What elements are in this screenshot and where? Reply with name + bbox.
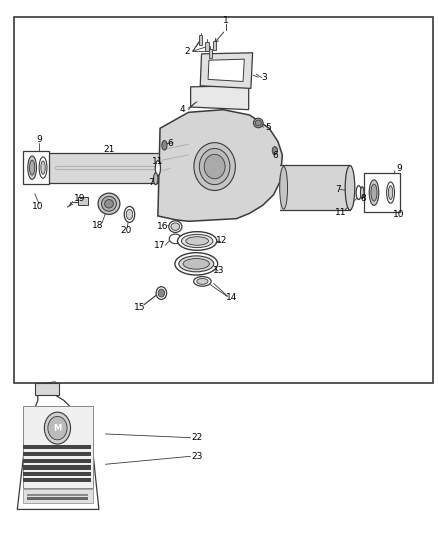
Polygon shape (200, 53, 253, 88)
Text: 8: 8 (360, 194, 366, 203)
Circle shape (44, 412, 71, 444)
Ellipse shape (179, 256, 214, 272)
Ellipse shape (389, 185, 393, 199)
Text: 12: 12 (215, 237, 227, 246)
Text: M: M (53, 424, 62, 433)
Bar (23, 478, 91, 482)
Ellipse shape (177, 232, 217, 251)
Ellipse shape (345, 165, 355, 210)
Text: 16: 16 (157, 222, 169, 231)
Polygon shape (191, 86, 249, 110)
Text: 21: 21 (103, 145, 115, 154)
Text: 10: 10 (32, 203, 43, 212)
Text: 14: 14 (226, 293, 238, 302)
Ellipse shape (171, 223, 180, 230)
Text: 7: 7 (336, 185, 341, 194)
Ellipse shape (124, 206, 135, 222)
Text: 15: 15 (134, 303, 145, 312)
Ellipse shape (371, 184, 377, 201)
Text: 11: 11 (335, 208, 346, 217)
Ellipse shape (39, 157, 47, 178)
Text: 6: 6 (167, 139, 173, 148)
Ellipse shape (169, 221, 182, 232)
Circle shape (48, 416, 67, 440)
Polygon shape (158, 110, 283, 221)
Text: 3: 3 (261, 72, 267, 82)
Ellipse shape (162, 141, 167, 150)
Ellipse shape (186, 237, 208, 245)
Text: 6: 6 (272, 151, 278, 160)
Text: 10: 10 (393, 210, 405, 219)
Text: 9: 9 (36, 135, 42, 144)
Text: 22: 22 (191, 433, 203, 442)
Bar (22, 489, 93, 503)
Text: 5: 5 (265, 123, 271, 132)
Ellipse shape (158, 289, 165, 297)
Bar (14, 17, 433, 383)
Text: 18: 18 (92, 221, 103, 230)
Ellipse shape (356, 185, 361, 199)
Bar (205, 42, 208, 51)
Bar (208, 49, 212, 58)
Ellipse shape (369, 180, 379, 205)
Bar (23, 445, 91, 449)
Ellipse shape (175, 253, 218, 275)
Ellipse shape (254, 118, 263, 128)
Bar (213, 41, 216, 50)
Ellipse shape (194, 277, 211, 286)
Ellipse shape (387, 182, 395, 203)
Bar (23, 452, 91, 456)
Text: 2: 2 (185, 47, 191, 55)
Text: 9: 9 (396, 164, 402, 173)
Ellipse shape (156, 287, 166, 300)
Text: 7: 7 (148, 178, 154, 187)
Ellipse shape (183, 259, 209, 269)
Text: 1: 1 (223, 16, 229, 25)
Ellipse shape (169, 234, 181, 244)
Ellipse shape (98, 193, 120, 214)
Text: 20: 20 (121, 226, 132, 235)
Text: 11: 11 (152, 157, 164, 166)
Ellipse shape (255, 120, 261, 126)
Polygon shape (208, 59, 244, 82)
Bar (280, 165, 350, 210)
Polygon shape (17, 382, 99, 510)
Ellipse shape (280, 166, 288, 209)
Ellipse shape (153, 173, 158, 184)
Bar (78, 197, 88, 205)
Bar (364, 173, 400, 212)
Bar (27, 497, 88, 500)
Ellipse shape (360, 187, 364, 198)
Ellipse shape (272, 147, 278, 155)
Ellipse shape (181, 235, 213, 248)
Bar (22, 406, 93, 488)
Ellipse shape (197, 278, 208, 284)
Ellipse shape (155, 161, 160, 175)
Ellipse shape (102, 196, 117, 211)
Bar (48, 154, 158, 183)
Bar (35, 383, 59, 395)
Ellipse shape (41, 161, 45, 174)
Text: 13: 13 (213, 266, 225, 275)
Bar (23, 472, 91, 476)
Ellipse shape (199, 149, 230, 184)
Bar (23, 151, 49, 184)
Ellipse shape (126, 209, 133, 220)
Ellipse shape (105, 199, 113, 208)
Text: 4: 4 (179, 105, 185, 114)
Ellipse shape (28, 156, 36, 179)
Ellipse shape (29, 160, 35, 175)
Text: 19: 19 (74, 194, 86, 203)
Bar (23, 459, 91, 463)
Ellipse shape (204, 155, 225, 179)
Text: 23: 23 (191, 452, 203, 461)
Bar (199, 35, 202, 45)
Bar (23, 465, 91, 470)
Text: 17: 17 (154, 241, 166, 250)
Ellipse shape (194, 143, 235, 190)
Bar (27, 494, 88, 496)
